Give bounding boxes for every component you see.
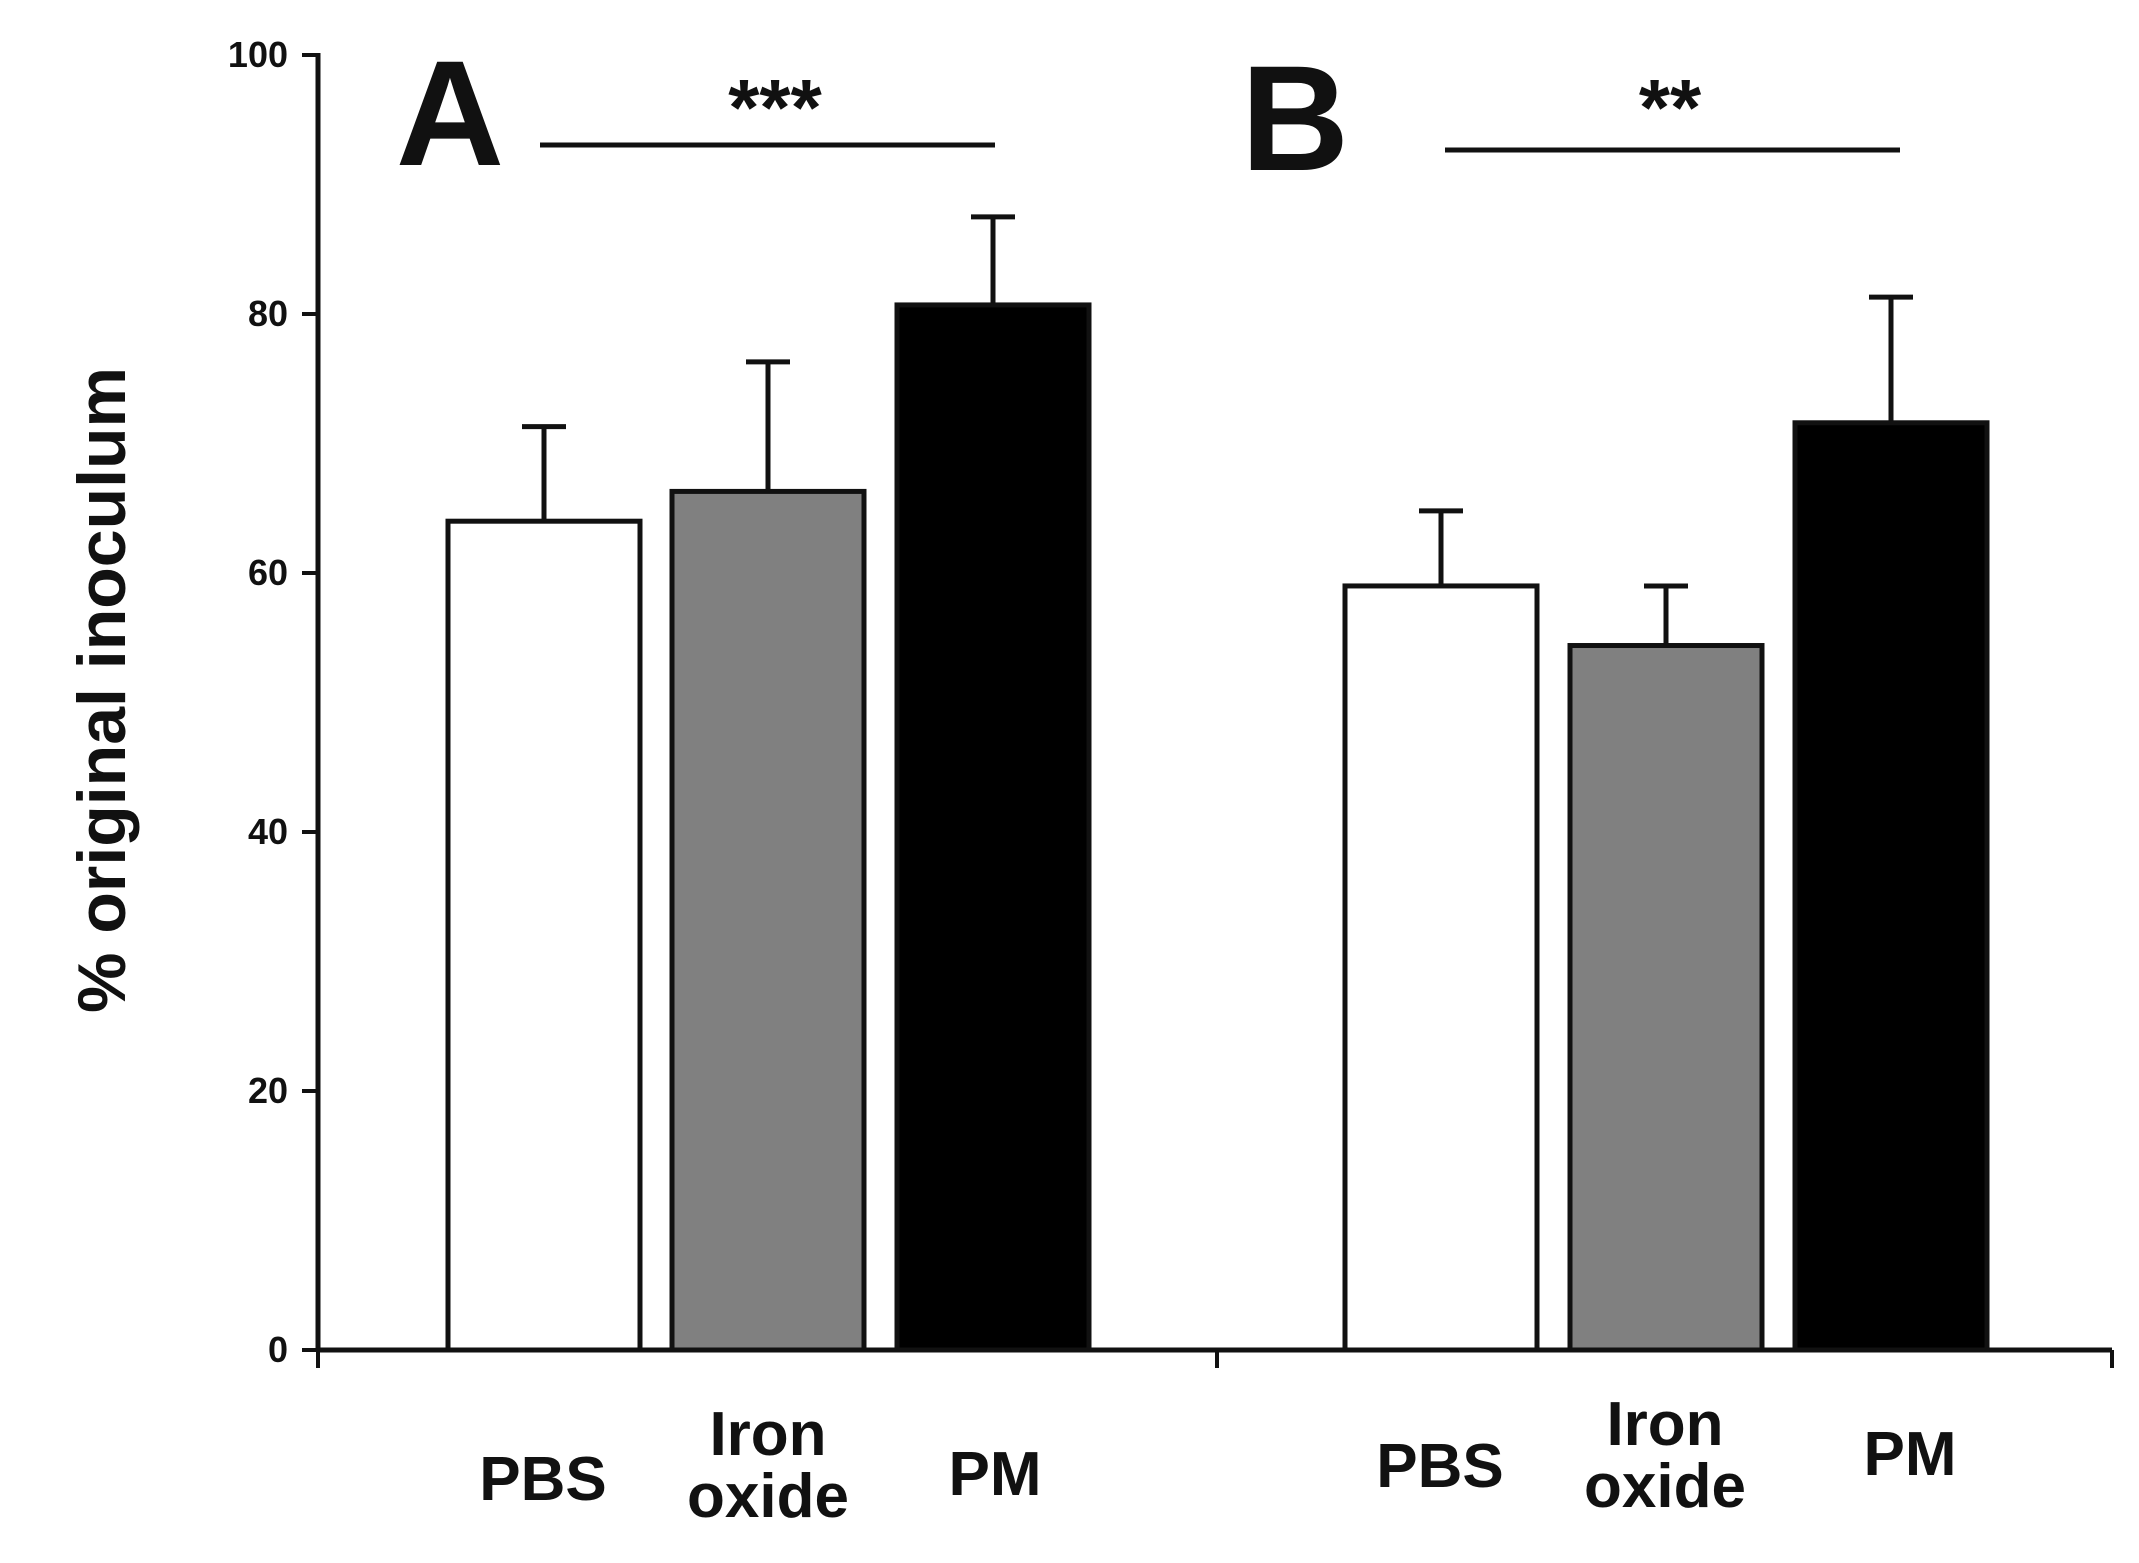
bars [445, 214, 1990, 1353]
y-axis-label: % original inoculum [64, 367, 140, 1013]
significance-stars: ** [1639, 63, 1702, 152]
category-label: PBS [479, 1445, 606, 1514]
y-tick-label: 20 [248, 1070, 288, 1111]
y-tick-label: 80 [248, 293, 288, 334]
category-label: Iron oxide [1584, 1390, 1746, 1521]
y-tick-label: 40 [248, 811, 288, 852]
y-tick-label: 60 [248, 552, 288, 593]
category-label: PM [949, 1440, 1042, 1509]
y-tick-label: 100 [228, 34, 288, 75]
bar-a-pm [894, 302, 1092, 1353]
bar-b-iron-oxide [1567, 643, 1765, 1353]
panel-label-a: A [396, 29, 504, 197]
bar-a-pbs [445, 518, 643, 1353]
panel-label-b: B [1241, 34, 1349, 202]
category-label: Iron oxide [687, 1400, 849, 1531]
bar-a-iron-oxide [669, 488, 867, 1353]
category-label: PM [1864, 1420, 1957, 1489]
significance-stars: *** [728, 63, 822, 152]
y-tick-label: 0 [268, 1329, 288, 1370]
bar-b-pm [1792, 420, 1990, 1353]
category-label: PBS [1376, 1432, 1503, 1501]
labels: 0 20 40 60 80 100 A *** PBS Iron oxide PM B ** PBS Iron… [228, 29, 1957, 1531]
bar-b-pbs [1342, 583, 1540, 1353]
